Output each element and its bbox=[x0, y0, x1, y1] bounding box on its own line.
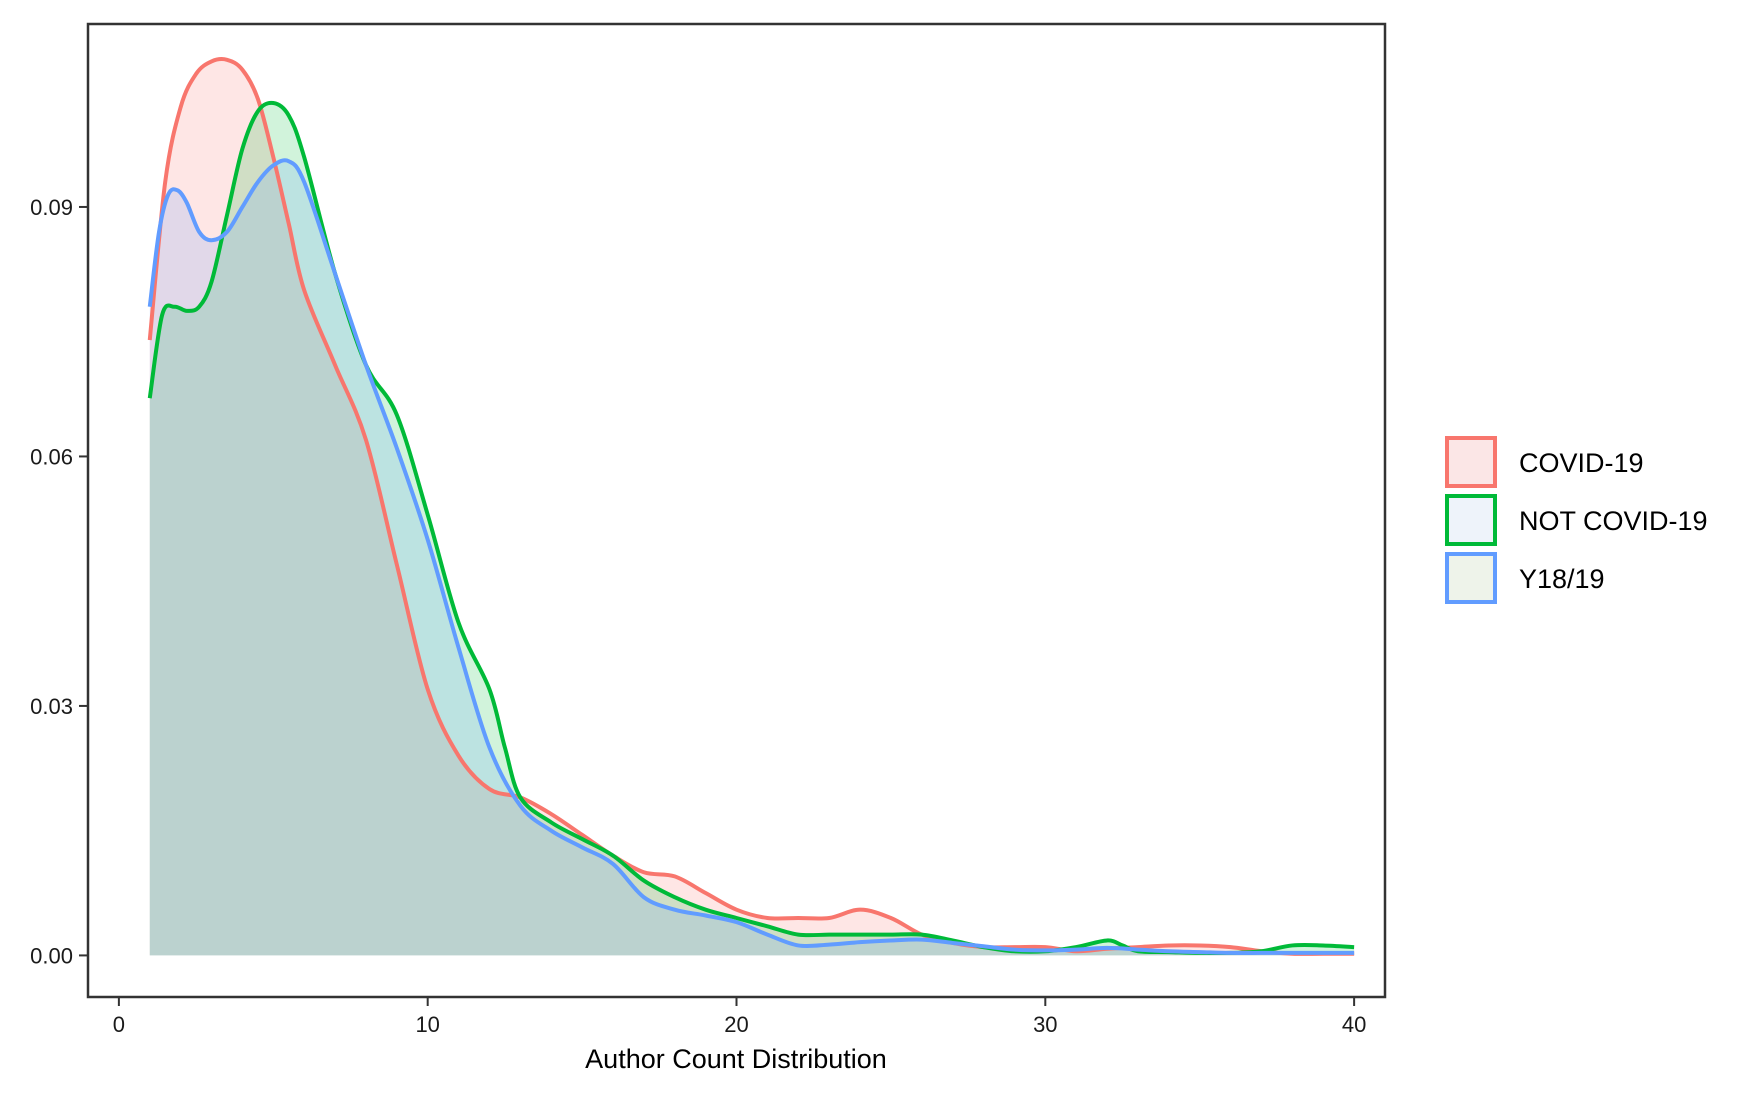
y-tick-label: 0.00 bbox=[30, 943, 73, 968]
density-areas bbox=[149, 59, 1355, 956]
legend-label-not-covid-19: NOT COVID-19 bbox=[1519, 506, 1708, 536]
legend: COVID-19 NOT COVID-19 Y18/19 bbox=[1445, 436, 1708, 604]
density-line-y18-19 bbox=[147, 158, 1355, 955]
x-tick-label: 0 bbox=[113, 1012, 125, 1037]
x-tick-label: 20 bbox=[724, 1012, 748, 1037]
legend-label-covid-19: COVID-19 bbox=[1519, 448, 1644, 478]
y-axis: 0.00 0.03 0.06 0.09 bbox=[30, 195, 88, 968]
y-tick-label: 0.06 bbox=[30, 444, 73, 469]
x-tick-label: 10 bbox=[415, 1012, 439, 1037]
density-line-not-covid-19 bbox=[147, 100, 1355, 956]
y-tick-label: 0.03 bbox=[30, 694, 73, 719]
density-lines bbox=[147, 57, 1355, 956]
x-tick-label: 40 bbox=[1342, 1012, 1366, 1037]
legend-key-y18-19 bbox=[1445, 552, 1497, 604]
x-axis-title: Author Count Distribution bbox=[585, 1044, 887, 1074]
legend-key-covid-19 bbox=[1445, 436, 1497, 488]
x-axis: 0 10 20 30 40 bbox=[113, 997, 1366, 1037]
density-area-y18-19 bbox=[149, 160, 1355, 956]
legend-label-y18-19: Y18/19 bbox=[1519, 564, 1605, 594]
x-tick-label: 30 bbox=[1033, 1012, 1057, 1037]
y-tick-label: 0.09 bbox=[30, 195, 73, 220]
legend-key-not-covid-19 bbox=[1445, 494, 1497, 546]
